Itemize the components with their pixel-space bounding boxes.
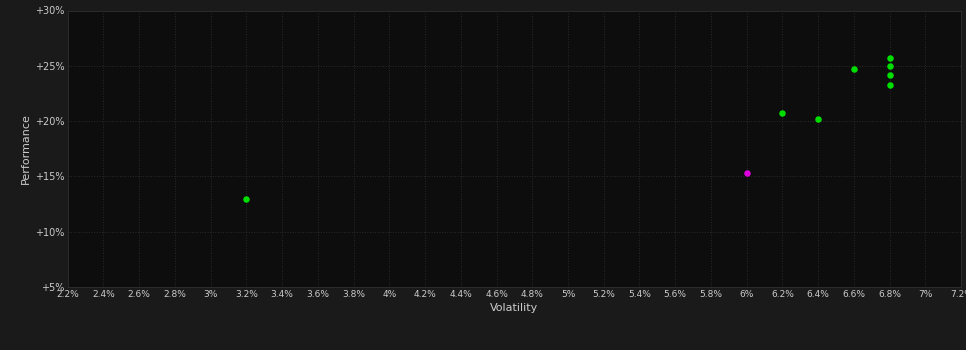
Point <box>882 82 897 88</box>
Point <box>882 63 897 69</box>
Point <box>846 66 862 72</box>
Point <box>775 111 790 116</box>
Point <box>739 170 754 176</box>
Point <box>239 196 254 201</box>
Point <box>810 116 826 122</box>
Y-axis label: Performance: Performance <box>21 113 31 184</box>
Point <box>882 55 897 61</box>
Point <box>882 72 897 77</box>
X-axis label: Volatility: Volatility <box>491 303 538 313</box>
